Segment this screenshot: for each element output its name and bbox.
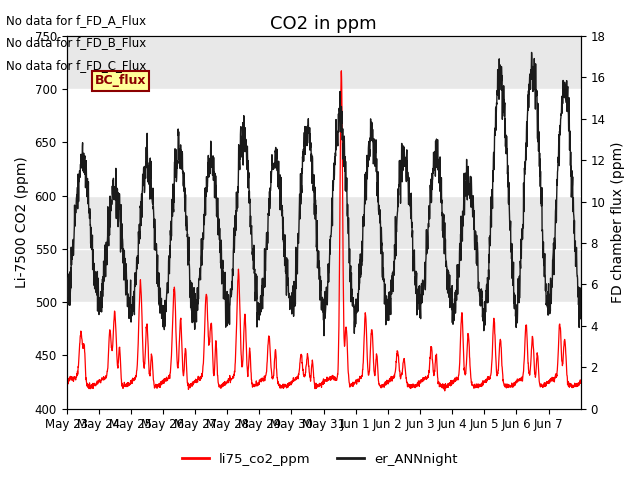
Text: BC_flux: BC_flux (95, 74, 146, 87)
Bar (67, 36, 580, 89)
Y-axis label: FD chamber flux (ppm): FD chamber flux (ppm) (611, 142, 625, 303)
Bar (67, 89, 580, 196)
Y-axis label: Li-7500 CO2 (ppm): Li-7500 CO2 (ppm) (15, 156, 29, 288)
Text: No data for f_FD_C_Flux: No data for f_FD_C_Flux (6, 59, 147, 72)
Legend: li75_co2_ppm, er_ANNnight: li75_co2_ppm, er_ANNnight (177, 447, 463, 471)
Text: No data for f_FD_B_Flux: No data for f_FD_B_Flux (6, 36, 147, 49)
Bar (67, 196, 580, 302)
Title: CO2 in ppm: CO2 in ppm (270, 15, 377, 33)
Bar (67, 302, 580, 408)
Text: No data for f_FD_A_Flux: No data for f_FD_A_Flux (6, 14, 147, 27)
